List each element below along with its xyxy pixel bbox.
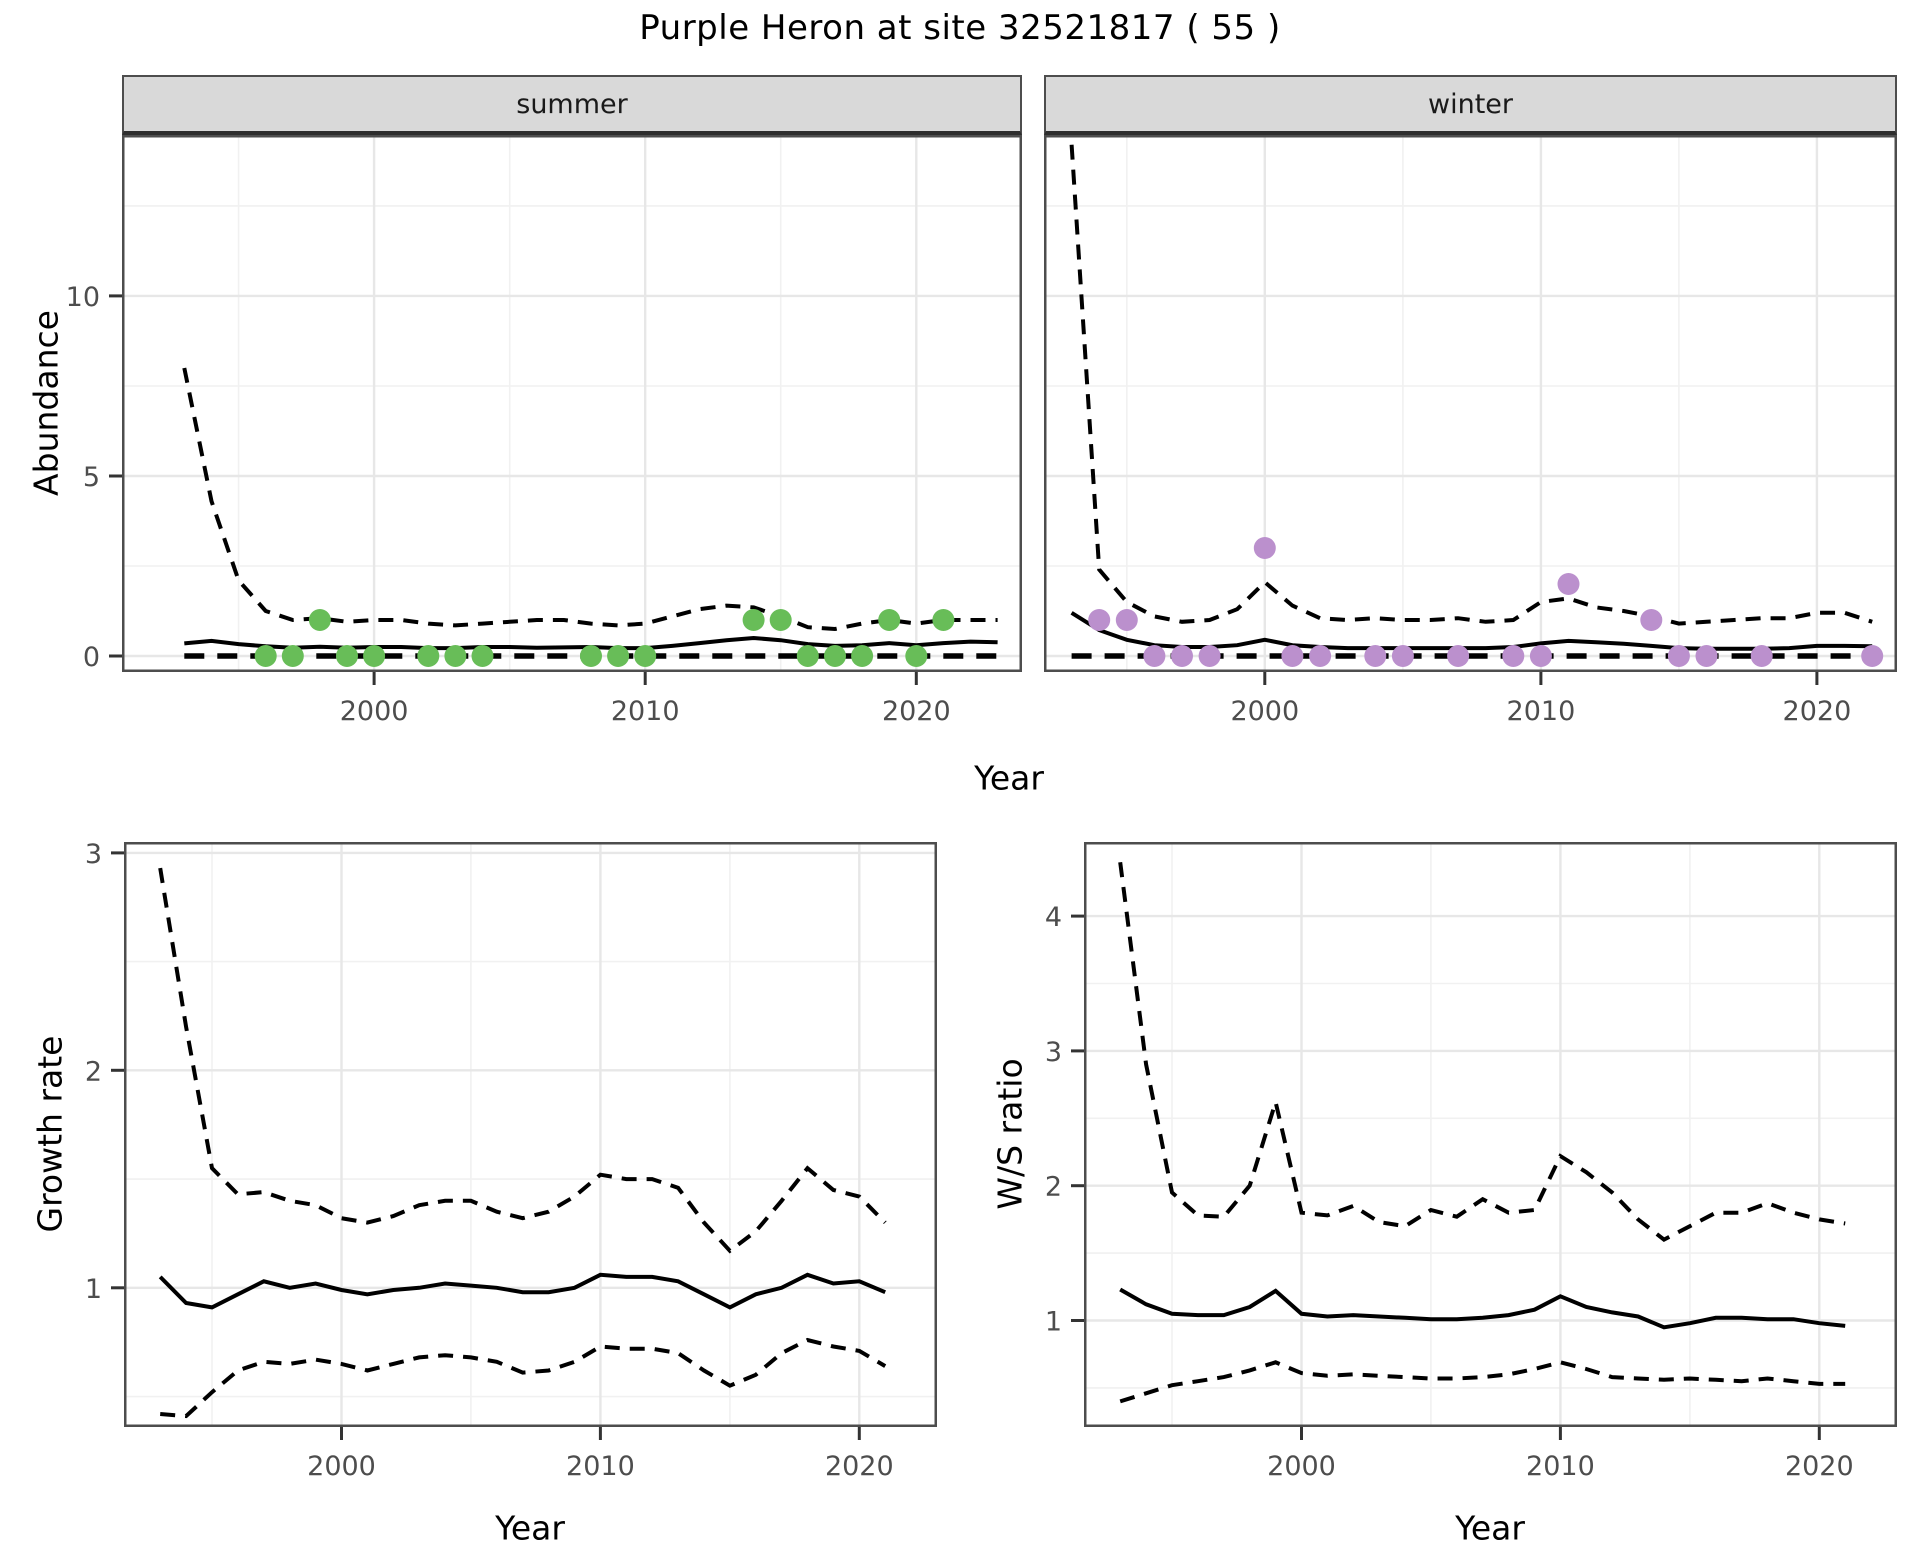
data-point bbox=[1171, 645, 1193, 667]
data-point bbox=[1695, 645, 1718, 667]
data-point bbox=[471, 645, 494, 667]
panel-border bbox=[122, 135, 1022, 672]
data-point bbox=[1253, 537, 1276, 559]
x-tick-label: 2010 bbox=[566, 1451, 635, 1482]
data-point bbox=[1667, 645, 1690, 667]
data-point bbox=[607, 645, 630, 667]
ws-ratio-y-axis-title: W/S ratio bbox=[990, 1058, 1030, 1210]
data-point bbox=[824, 645, 846, 667]
x-tick-label: 2000 bbox=[1230, 696, 1299, 727]
panel-background bbox=[1044, 135, 1897, 672]
panel-background bbox=[124, 842, 937, 1427]
data-point bbox=[1309, 645, 1332, 667]
data-point bbox=[336, 645, 358, 667]
x-tick-label: 2000 bbox=[340, 696, 409, 727]
panel-border bbox=[1084, 842, 1897, 1427]
growth-rate-y-axis-title: Growth rate bbox=[30, 1035, 70, 1233]
x-tick-label: 2000 bbox=[307, 1451, 376, 1482]
upper-95ci-line bbox=[1118, 861, 1846, 1242]
y-tick-label: 5 bbox=[83, 462, 100, 493]
x-tick-label: 2020 bbox=[882, 696, 951, 727]
data-point bbox=[905, 645, 928, 667]
x-tick-label: 2010 bbox=[1507, 696, 1576, 727]
data-point bbox=[444, 645, 467, 667]
data-point bbox=[769, 609, 792, 631]
x-tick-label: 2010 bbox=[611, 696, 680, 727]
data-point bbox=[1364, 645, 1387, 667]
upper-95ci-line bbox=[1069, 144, 1873, 626]
abundance-winter-panel: 2000 2010 2020 bbox=[1044, 135, 1897, 727]
ws-ratio-panel: 2000 2010 2020 1 2 3 4 bbox=[1045, 842, 1897, 1482]
y-tick-label: 1 bbox=[1045, 1307, 1062, 1338]
data-point bbox=[1198, 645, 1221, 667]
data-point bbox=[281, 645, 304, 667]
panel-border bbox=[1044, 135, 1897, 672]
growth-rate-panel: 2000 2010 2020 1 2 3 bbox=[85, 839, 937, 1482]
upper-95ci-line bbox=[182, 367, 998, 632]
figure-title: Purple Heron at site 32521817 ( 55 ) bbox=[639, 8, 1281, 48]
data-point bbox=[1557, 573, 1580, 595]
growth-rate-x-axis-title: Year bbox=[495, 1508, 565, 1548]
data-point bbox=[254, 645, 277, 667]
data-point bbox=[851, 645, 874, 667]
data-point bbox=[417, 645, 440, 667]
upper-95ci-line bbox=[158, 867, 887, 1254]
y-tick-label: 10 bbox=[66, 282, 100, 313]
data-point bbox=[932, 609, 955, 631]
data-point bbox=[1861, 645, 1884, 667]
data-point bbox=[580, 645, 602, 667]
x-tick-label: 2020 bbox=[1785, 1451, 1854, 1482]
data-point bbox=[1281, 645, 1304, 667]
panel-background bbox=[1084, 842, 1897, 1427]
x-tick-label: 2020 bbox=[1783, 696, 1852, 727]
x-tick-label: 2020 bbox=[825, 1451, 894, 1482]
data-point bbox=[742, 609, 765, 631]
facet-strip-winter-label: winter bbox=[1428, 88, 1513, 120]
x-tick-label: 2000 bbox=[1267, 1451, 1336, 1482]
y-tick-label: 2 bbox=[1045, 1172, 1062, 1203]
y-tick-label: 2 bbox=[85, 1056, 102, 1087]
fitted-mean-line bbox=[1119, 1287, 1846, 1330]
data-point bbox=[1391, 645, 1414, 667]
y-tick-label: 3 bbox=[85, 839, 102, 870]
data-point bbox=[1115, 609, 1138, 631]
y-tick-label: 1 bbox=[85, 1274, 102, 1305]
ws-ratio-x-axis-title: Year bbox=[1455, 1508, 1525, 1548]
data-point bbox=[634, 645, 657, 667]
y-tick-label: 4 bbox=[1045, 902, 1062, 933]
facet-strip-summer-label: summer bbox=[516, 88, 628, 120]
data-point bbox=[1750, 645, 1773, 667]
fitted-mean-line bbox=[158, 1272, 886, 1310]
data-point bbox=[878, 609, 901, 631]
data-point bbox=[1143, 645, 1166, 667]
y-tick-label: 0 bbox=[83, 642, 100, 673]
data-point bbox=[363, 645, 386, 667]
lower-95ci-line bbox=[160, 1337, 887, 1419]
top-x-axis-title: Year bbox=[974, 758, 1044, 798]
data-point bbox=[1088, 609, 1111, 631]
y-tick-label: 3 bbox=[1045, 1037, 1062, 1068]
abundance-y-axis-title: Abundance bbox=[26, 310, 66, 496]
data-point bbox=[796, 645, 819, 667]
x-tick-label: 2010 bbox=[1526, 1451, 1595, 1482]
data-point bbox=[1502, 645, 1525, 667]
data-point bbox=[1529, 645, 1552, 667]
data-point bbox=[308, 609, 331, 631]
facet-strip-summer: summer bbox=[122, 75, 1022, 135]
panel-border bbox=[124, 842, 937, 1427]
abundance-summer-panel: 2000 2010 2020 0 5 10 bbox=[66, 135, 1022, 727]
facet-strip-winter: winter bbox=[1044, 75, 1897, 135]
data-point bbox=[1640, 609, 1663, 631]
data-point bbox=[1447, 645, 1470, 667]
panel-background bbox=[122, 135, 1022, 672]
